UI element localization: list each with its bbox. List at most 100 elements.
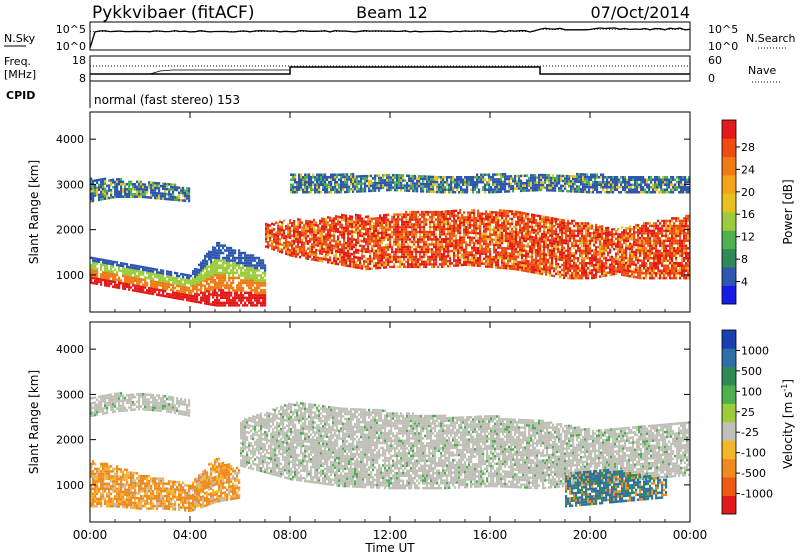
power-cell — [186, 281, 189, 284]
power-cell — [196, 273, 199, 276]
power-cell — [166, 272, 169, 276]
power-cell — [653, 237, 656, 240]
power-cell — [226, 286, 229, 290]
power-cell — [204, 289, 207, 293]
power-cell — [136, 274, 139, 278]
power-cell — [661, 259, 664, 262]
power-cell — [413, 230, 416, 234]
power-cell — [499, 254, 502, 257]
power-cell — [451, 242, 454, 245]
frequency-panel: Freq. [MHz] 18 8 60 0 Nave CPID normal (… — [4, 54, 780, 108]
power-cell — [216, 269, 219, 272]
power-cell — [431, 255, 434, 259]
power-cell — [359, 249, 362, 252]
power-cell — [242, 289, 245, 292]
power-cell — [345, 259, 348, 262]
power-cell — [363, 255, 366, 258]
power-cell — [607, 266, 610, 269]
power-cell — [675, 232, 678, 235]
power-cell — [373, 227, 376, 230]
power-cell — [367, 227, 370, 231]
power-cell — [150, 272, 153, 275]
power-cell — [403, 223, 406, 226]
power-cell — [132, 266, 135, 270]
power-cell — [158, 276, 161, 279]
power-cell — [164, 289, 167, 293]
power-cell — [647, 254, 650, 257]
power-cell — [317, 229, 320, 232]
power-cell — [661, 239, 664, 243]
power-cell — [220, 259, 223, 262]
power-cell — [643, 267, 646, 270]
power-cell — [116, 271, 119, 274]
power-cell — [248, 284, 251, 287]
power-cell — [441, 265, 444, 268]
power-cell — [653, 276, 656, 280]
power-cell — [403, 248, 406, 251]
power-cell — [335, 247, 338, 250]
freq-right-tick-bottom: 0 — [708, 72, 715, 85]
power-cell — [244, 256, 247, 260]
power-cell — [527, 262, 530, 266]
power-cell — [623, 251, 626, 254]
power-cell — [623, 271, 626, 274]
power-cell — [297, 220, 300, 224]
power-cell — [537, 259, 540, 262]
power-cell — [136, 269, 139, 273]
power-cell — [417, 223, 420, 226]
power-cell — [437, 265, 440, 269]
power-cell — [653, 244, 656, 248]
power-cell — [531, 250, 534, 254]
power-cell — [305, 222, 308, 225]
power-cell — [329, 219, 332, 222]
power-cell — [188, 279, 191, 282]
power-cell — [96, 280, 99, 283]
power-cell — [617, 250, 620, 253]
power-cell — [623, 249, 626, 252]
power-cell — [605, 264, 608, 267]
power-cell — [188, 274, 191, 277]
power-cell — [501, 266, 504, 270]
power-cell — [234, 271, 237, 275]
power-cell — [459, 234, 462, 237]
power-cell — [435, 233, 438, 236]
power-cell — [481, 215, 484, 218]
power-cell — [351, 243, 354, 246]
power-cell — [655, 232, 658, 235]
power-cell — [311, 220, 314, 224]
power-cell — [527, 227, 530, 231]
power-cell — [517, 223, 520, 226]
power-cell — [565, 227, 568, 230]
power-cell — [443, 228, 446, 231]
power-cell — [463, 248, 466, 252]
power-cell — [365, 243, 368, 246]
power-cell — [234, 299, 237, 302]
power-cell — [333, 237, 336, 240]
power-cell — [345, 246, 348, 250]
power-cell — [597, 270, 600, 274]
power-cell — [551, 274, 554, 277]
power-cell — [190, 299, 193, 303]
power-cell — [687, 274, 690, 277]
power-cell — [399, 248, 402, 251]
power-cell — [483, 232, 486, 236]
power-cell — [194, 295, 197, 298]
power-cell — [509, 232, 512, 235]
power-cell — [685, 249, 688, 253]
power-cell — [613, 272, 616, 276]
power-cell — [439, 230, 442, 234]
power-cell — [607, 236, 610, 239]
power-cell — [244, 269, 247, 272]
power-cell — [583, 257, 586, 260]
power-cell — [469, 226, 472, 229]
power-cell — [200, 269, 203, 272]
power-cell — [517, 255, 520, 259]
power-cell — [417, 225, 420, 229]
power-cell — [383, 226, 386, 229]
power-cell — [240, 274, 243, 277]
power-cell — [218, 284, 221, 287]
power-cell — [493, 243, 496, 246]
power-cell — [651, 269, 654, 272]
power-cell — [254, 286, 257, 290]
power-cell — [429, 218, 432, 221]
